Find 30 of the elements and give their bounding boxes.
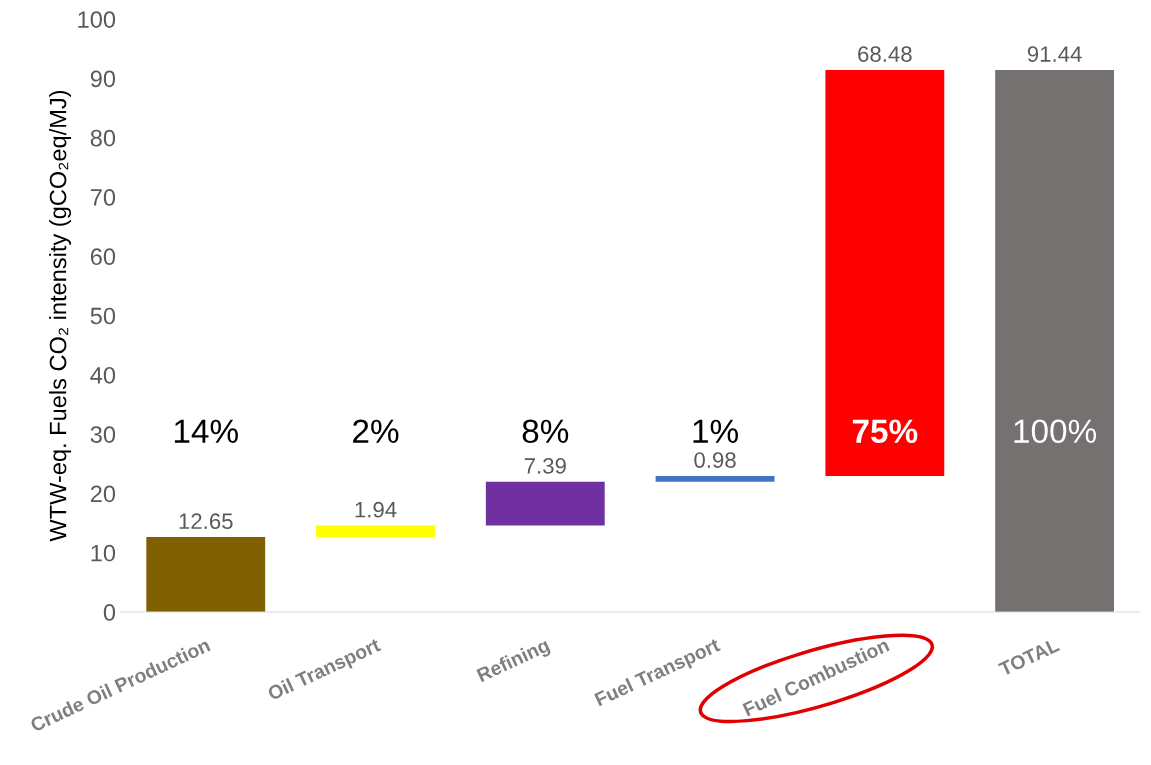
y-tick-label: 0 — [103, 604, 116, 621]
y-tick-label: 100 — [78, 11, 116, 28]
data-label: 12.65 — [179, 513, 233, 530]
bar — [995, 69, 1115, 612]
annotation: 14% — [174, 419, 238, 443]
annotation: 8% — [522, 419, 569, 444]
annotation: 2% — [353, 419, 399, 443]
annotation: 100% — [1014, 419, 1097, 444]
y-tick-label: 90 — [90, 70, 116, 88]
data-label: 0.98 — [694, 452, 736, 468]
data-label: 91.44 — [1027, 46, 1082, 62]
annotation: 1% — [693, 419, 738, 443]
data-label: 68.48 — [858, 46, 912, 62]
y-axis-title: WTW-eq. Fuels CO₂ intensity (gCO₂eq/MJ) — [49, 90, 72, 542]
y-tick-label: 10 — [91, 544, 116, 562]
y-tick-label: 40 — [90, 366, 116, 384]
data-label: 1.94 — [355, 501, 397, 518]
y-tick-label: 60 — [90, 248, 116, 266]
data-label: 7.39 — [524, 458, 566, 474]
annotation: 75% — [852, 419, 918, 444]
bar — [825, 69, 945, 476]
y-tick-label: 30 — [90, 426, 116, 443]
bar — [316, 525, 435, 537]
y-tick-label: 70 — [90, 189, 116, 206]
bar — [146, 537, 266, 612]
bar — [655, 475, 775, 482]
bar — [485, 481, 605, 526]
y-tick-label: 80 — [90, 129, 116, 147]
y-tick-label: 50 — [90, 307, 116, 325]
y-tick-label: 20 — [90, 485, 116, 503]
